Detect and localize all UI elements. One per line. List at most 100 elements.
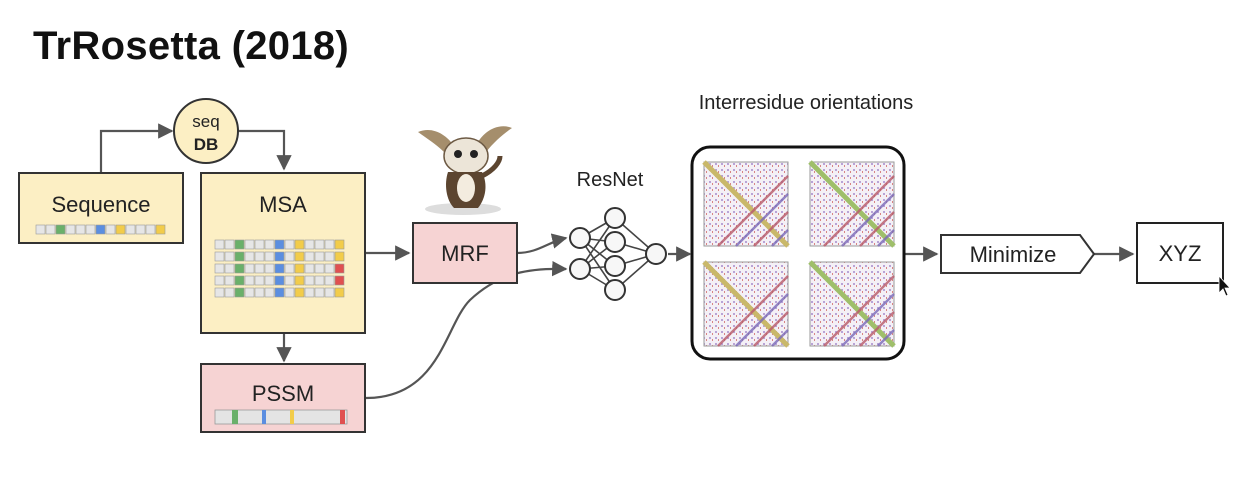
mouse-cursor-icon xyxy=(1218,274,1231,297)
residue-cell xyxy=(234,251,245,262)
residue-cell xyxy=(334,263,345,274)
residue-cell xyxy=(65,224,76,235)
arrow-pssm-to-resnet xyxy=(365,260,568,400)
slide-title: TrRosetta (2018) xyxy=(33,24,350,68)
residue-cell xyxy=(264,251,275,262)
residue-cell xyxy=(284,239,295,250)
connectors xyxy=(99,123,1135,400)
residue-cell xyxy=(304,239,315,250)
residue-cell xyxy=(254,275,265,286)
residue-cell xyxy=(274,263,285,274)
residue-cell xyxy=(55,224,66,235)
residue-cell xyxy=(294,287,305,298)
xyz-label: XYZ xyxy=(1159,241,1202,266)
pssm-highlight xyxy=(340,410,345,424)
residue-cell xyxy=(324,275,335,286)
minimize-label: Minimize xyxy=(970,242,1057,267)
resnet-label: ResNet xyxy=(577,169,644,191)
pssm-label: PSSM xyxy=(252,381,314,406)
residue-cell xyxy=(224,275,235,286)
arrow-db-to-msa xyxy=(238,129,292,171)
residue-cell xyxy=(284,263,295,274)
residue-cell xyxy=(234,263,245,274)
residue-cell xyxy=(334,251,345,262)
minimize-node: Minimize xyxy=(940,234,1096,274)
residue-cell xyxy=(294,263,305,274)
residue-cell xyxy=(284,275,295,286)
residue-cell xyxy=(244,239,255,250)
orientation-heatmap xyxy=(808,260,896,348)
residue-cell xyxy=(304,287,315,298)
orientation-heatmap xyxy=(702,260,790,348)
residue-cell xyxy=(244,287,255,298)
seq-db-line2: DB xyxy=(194,135,219,154)
residue-cell xyxy=(314,275,325,286)
resnet-edges xyxy=(579,217,657,291)
residue-cell xyxy=(234,287,245,298)
residue-cell xyxy=(214,263,225,274)
residue-cell xyxy=(274,275,285,286)
residue-cell xyxy=(274,239,285,250)
residue-cell xyxy=(135,224,146,235)
msa-node: MSA xyxy=(200,172,366,334)
residue-cell xyxy=(224,239,235,250)
seq-db-node: seq DB xyxy=(173,98,239,164)
pssm-highlight xyxy=(262,410,266,424)
pssm-bar-bg xyxy=(214,409,348,425)
orientation-heatmap xyxy=(702,160,790,248)
residue-cell xyxy=(334,287,345,298)
xyz-node: XYZ xyxy=(1136,222,1224,284)
msa-alignment xyxy=(214,239,345,298)
residue-cell xyxy=(294,239,305,250)
residue-cell xyxy=(244,275,255,286)
residue-cell xyxy=(264,239,275,250)
residue-cell xyxy=(214,239,225,250)
residue-cell xyxy=(145,224,156,235)
residue-cell xyxy=(45,224,56,235)
gremlin-mascot-image xyxy=(418,126,512,215)
residue-cell xyxy=(234,239,245,250)
residue-cell xyxy=(115,224,126,235)
residue-cell xyxy=(155,224,166,235)
seq-db-line1: seq xyxy=(192,112,219,131)
arrow-sequence-to-db xyxy=(99,123,174,173)
residue-cell xyxy=(324,263,335,274)
contact-map-images xyxy=(702,160,896,348)
residue-cell xyxy=(314,251,325,262)
sequence-bar xyxy=(35,224,166,235)
residue-cell xyxy=(85,224,96,235)
residue-cell xyxy=(304,251,315,262)
residue-cell xyxy=(294,275,305,286)
residue-cell xyxy=(264,287,275,298)
residue-cell xyxy=(234,275,245,286)
residue-cell xyxy=(294,251,305,262)
resnet-node: ResNet xyxy=(569,169,667,301)
residue-cell xyxy=(224,251,235,262)
residue-cell xyxy=(304,275,315,286)
orientations-label: Interresidue orientations xyxy=(699,92,914,114)
sequence-node: Sequence xyxy=(18,172,184,244)
residue-cell xyxy=(324,287,335,298)
residue-cell xyxy=(314,263,325,274)
pssm-highlight xyxy=(232,410,238,424)
residue-cell xyxy=(254,263,265,274)
residue-cell xyxy=(105,224,116,235)
residue-cell xyxy=(214,251,225,262)
orientation-heatmap xyxy=(808,160,896,248)
residue-cell xyxy=(244,251,255,262)
pssm-node: PSSM xyxy=(200,363,366,433)
residue-cell xyxy=(264,275,275,286)
residue-cell xyxy=(304,263,315,274)
resnet-neurons xyxy=(569,207,667,301)
mrf-node: MRF xyxy=(412,222,518,284)
orientations-node: Interresidue orientations xyxy=(690,92,914,361)
pssm-highlight xyxy=(290,410,294,424)
residue-cell xyxy=(284,251,295,262)
residue-cell xyxy=(254,239,265,250)
residue-cell xyxy=(324,239,335,250)
residue-cell xyxy=(274,287,285,298)
residue-cell xyxy=(95,224,106,235)
residue-cell xyxy=(125,224,136,235)
residue-cell xyxy=(35,224,46,235)
